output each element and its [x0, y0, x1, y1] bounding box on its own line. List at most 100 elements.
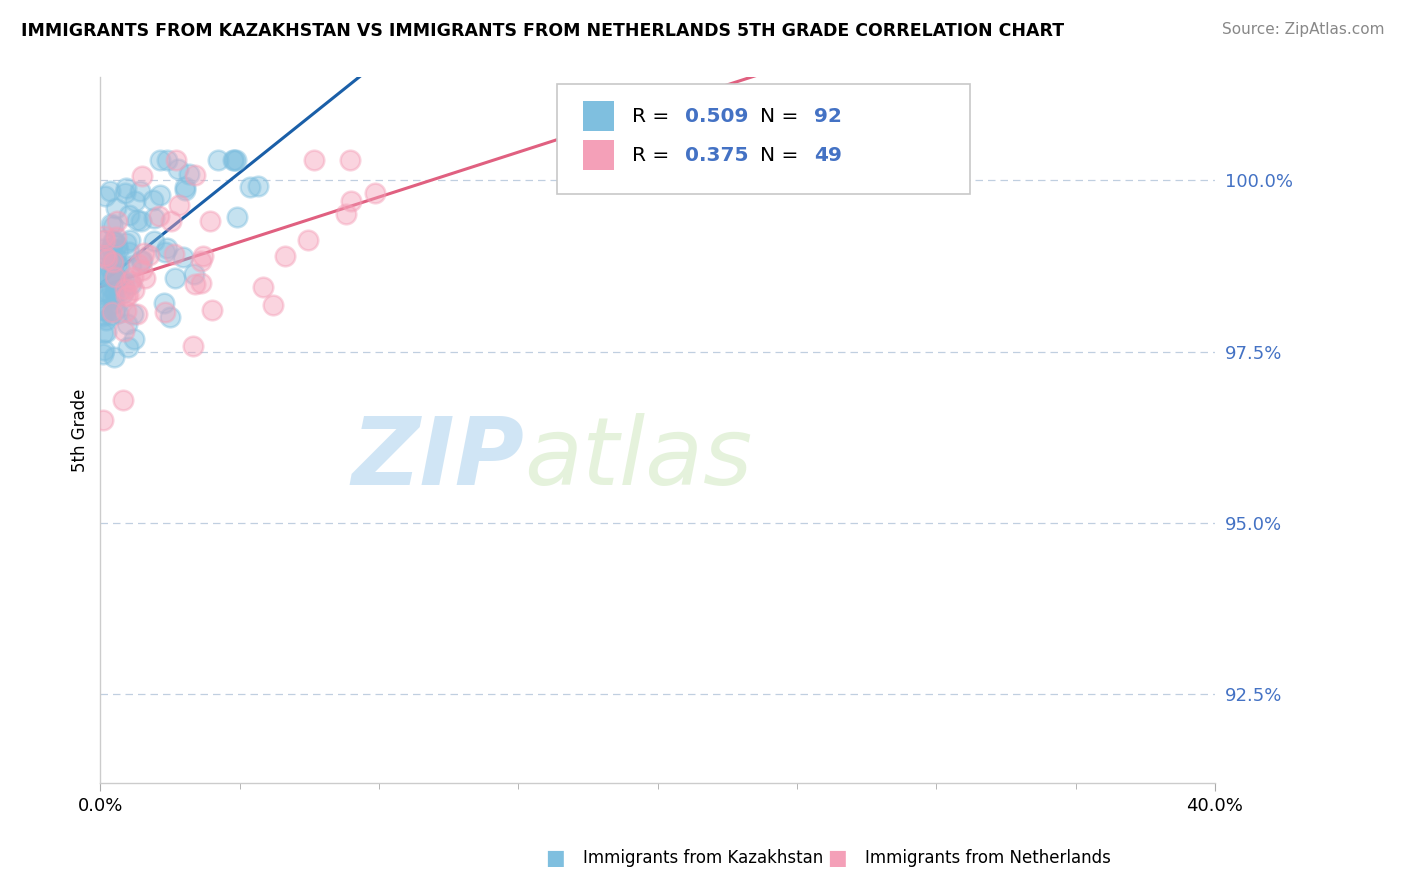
Point [94, 233, 117, 247]
Point [112, 324, 135, 338]
Point [167, 162, 190, 177]
Point [225, 153, 247, 167]
Point [101, 252, 124, 266]
Point [94, 189, 117, 203]
Point [93, 249, 115, 263]
Text: atlas: atlas [524, 413, 752, 504]
Point [105, 238, 128, 252]
Point [117, 340, 139, 354]
Point [125, 212, 148, 227]
Point [239, 180, 262, 194]
Point [142, 193, 165, 207]
Point [105, 258, 128, 272]
Point [183, 338, 205, 352]
Point [120, 274, 142, 288]
Point [100, 217, 122, 231]
Point [153, 245, 176, 260]
Point [226, 210, 249, 224]
FancyBboxPatch shape [583, 140, 614, 169]
Point [302, 153, 325, 167]
Text: ■: ■ [827, 848, 846, 868]
Point [104, 201, 127, 215]
Point [115, 236, 138, 251]
FancyBboxPatch shape [557, 85, 970, 194]
Text: 0.509: 0.509 [686, 107, 749, 126]
Point [339, 153, 361, 167]
Point [105, 279, 128, 293]
Point [183, 267, 205, 281]
Point [100, 240, 122, 254]
Point [100, 281, 122, 295]
Point [149, 188, 172, 202]
Point [120, 277, 142, 291]
Point [101, 291, 124, 305]
Point [96, 252, 118, 266]
Point [96, 325, 118, 339]
Text: N =: N = [761, 107, 804, 126]
Point [335, 207, 357, 221]
Point [101, 304, 124, 318]
Point [118, 209, 141, 223]
Point [174, 183, 197, 197]
Point [97, 260, 120, 274]
Point [90, 309, 112, 323]
Text: ZIP: ZIP [352, 413, 524, 505]
Point [274, 249, 297, 263]
Point [110, 275, 132, 289]
Point [96, 285, 118, 299]
Text: Source: ZipAtlas.com: Source: ZipAtlas.com [1222, 22, 1385, 37]
Point [201, 302, 224, 317]
Point [184, 277, 207, 291]
Point [101, 255, 124, 269]
Point [90, 265, 112, 279]
Point [222, 153, 245, 167]
Point [103, 256, 125, 270]
Point [103, 350, 125, 364]
Point [117, 287, 139, 301]
Point [156, 241, 179, 255]
Point [122, 307, 145, 321]
Point [104, 285, 127, 299]
Point [252, 280, 274, 294]
Point [103, 295, 125, 310]
Point [134, 270, 156, 285]
Point [104, 230, 127, 244]
Point [103, 234, 125, 248]
Point [177, 167, 200, 181]
Point [222, 153, 245, 167]
Text: 49: 49 [814, 145, 842, 165]
Point [90, 242, 112, 256]
FancyBboxPatch shape [583, 102, 614, 131]
Point [90, 233, 112, 247]
Point [190, 254, 212, 268]
Point [247, 179, 270, 194]
Point [340, 194, 363, 208]
Point [100, 308, 122, 322]
Point [97, 268, 120, 283]
Point [107, 305, 129, 319]
Point [124, 283, 146, 297]
Point [165, 153, 187, 167]
Point [183, 168, 205, 182]
Point [104, 270, 127, 285]
Text: IMMIGRANTS FROM KAZAKHSTAN VS IMMIGRANTS FROM NETHERLANDS 5TH GRADE CORRELATION : IMMIGRANTS FROM KAZAKHSTAN VS IMMIGRANTS… [21, 22, 1064, 40]
Point [129, 214, 152, 228]
Point [104, 303, 127, 318]
Point [132, 246, 155, 260]
Text: 0.375: 0.375 [686, 145, 749, 165]
Point [128, 185, 150, 199]
Point [114, 186, 136, 201]
Point [114, 282, 136, 296]
Point [111, 286, 134, 301]
Text: 92: 92 [814, 107, 842, 126]
Point [104, 249, 127, 263]
Point [165, 271, 187, 285]
Point [101, 219, 124, 234]
Point [122, 332, 145, 346]
Point [160, 214, 183, 228]
Text: Immigrants from Netherlands: Immigrants from Netherlands [865, 849, 1111, 867]
Point [101, 269, 124, 284]
Point [138, 248, 160, 262]
Point [131, 254, 153, 268]
Point [153, 296, 176, 310]
